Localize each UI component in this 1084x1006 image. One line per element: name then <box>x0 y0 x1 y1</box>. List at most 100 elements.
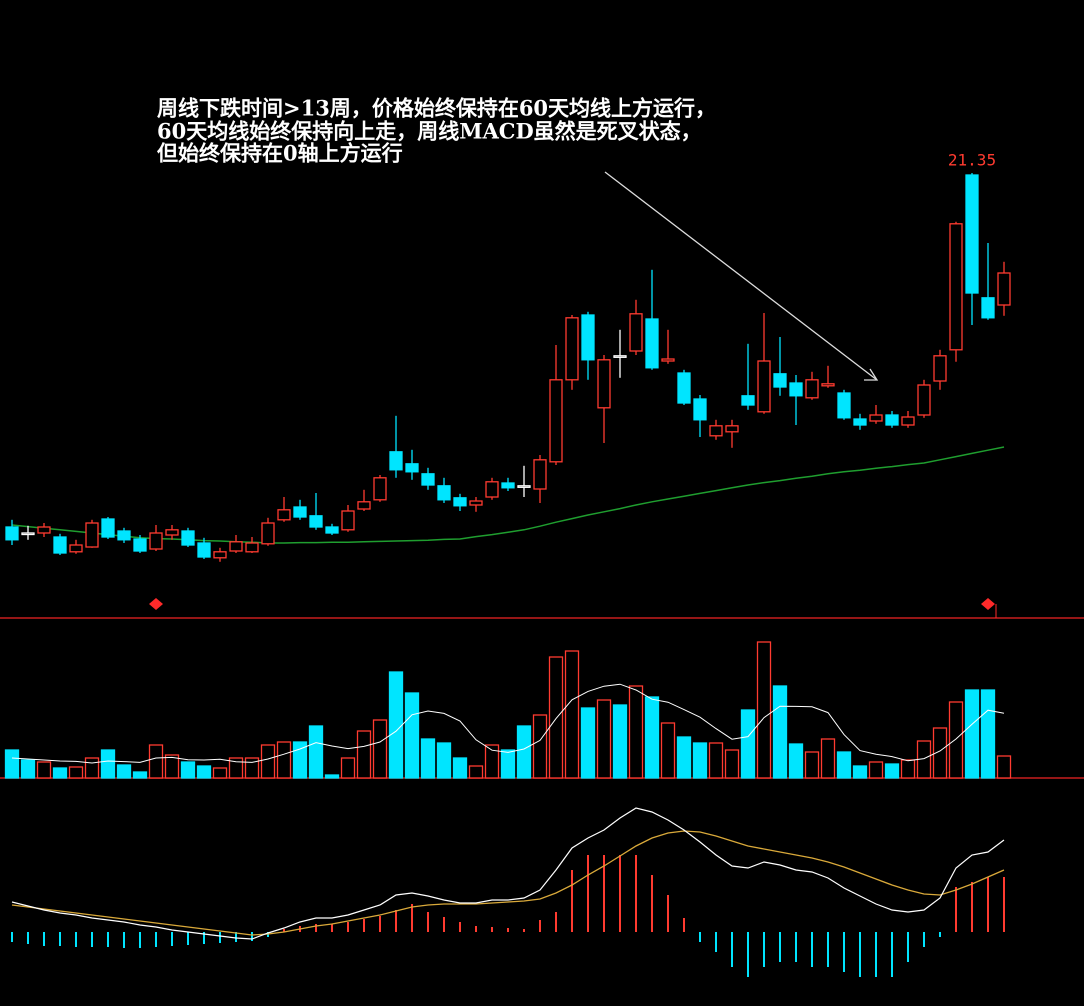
candle-body <box>69 544 83 553</box>
candle-body <box>997 272 1011 306</box>
volume-bar <box>884 763 900 779</box>
candle-body <box>277 509 291 521</box>
volume-bar <box>356 730 372 779</box>
volume-bar <box>676 736 692 779</box>
volume-bar <box>196 765 212 779</box>
candle-body <box>469 500 483 506</box>
volume-bar <box>804 751 820 779</box>
volume-bar <box>452 757 468 779</box>
volume-bar <box>500 749 516 779</box>
volume-bar <box>708 742 724 779</box>
candle-body <box>981 297 995 319</box>
volume-bar <box>388 671 404 779</box>
candle-body <box>565 317 579 381</box>
signal-marker <box>149 598 163 610</box>
candle-body <box>885 414 899 426</box>
volume-bar <box>724 749 740 779</box>
candle-body <box>901 416 915 426</box>
candle-body <box>773 373 787 388</box>
candle-body <box>101 518 115 538</box>
volume-bar <box>164 754 180 779</box>
volume-bar <box>436 742 452 779</box>
volume-bar <box>836 751 852 779</box>
volume-bar <box>212 767 228 779</box>
candle-body <box>341 510 355 531</box>
candle-body <box>5 526 19 541</box>
candle-body <box>21 532 35 536</box>
candle-body <box>853 418 867 426</box>
candle-body <box>805 379 819 399</box>
candle-body <box>181 530 195 546</box>
candle-body <box>949 223 963 351</box>
candle-body <box>789 382 803 397</box>
volume-bar <box>516 725 532 779</box>
candle-body <box>437 485 451 501</box>
signal-marker <box>981 598 995 610</box>
candle-body <box>725 425 739 433</box>
volume-bar <box>996 755 1012 779</box>
volume-bar <box>564 650 580 779</box>
volume-bar <box>644 696 660 779</box>
volume-bar <box>900 759 916 779</box>
volume-bar <box>4 749 20 779</box>
candle-body <box>485 481 499 498</box>
volume-bar <box>180 761 196 779</box>
volume-bar <box>68 766 84 779</box>
volume-bar <box>532 714 548 779</box>
volume-bar <box>276 741 292 779</box>
annotation: 60天均线始终保持向上走，周线MACD虽然是死叉状态， <box>157 119 702 144</box>
volume-bar <box>372 719 388 779</box>
candle-body <box>645 318 659 369</box>
annotation: 但始终保持在0轴上方运行 <box>157 141 403 166</box>
candle-body <box>549 379 563 463</box>
volume-bar <box>308 725 324 779</box>
dif-line <box>11 807 1005 940</box>
volume-bar <box>788 743 804 779</box>
volume-bar <box>228 757 244 779</box>
volume-bar <box>740 709 756 779</box>
candle-body <box>581 314 595 361</box>
volume-bar <box>964 689 980 779</box>
candle-body <box>373 477 387 501</box>
candle-body <box>245 542 259 553</box>
candle-body <box>421 473 435 486</box>
candle-body <box>453 497 467 507</box>
volume-bar <box>756 641 772 779</box>
volume-bar <box>612 704 628 779</box>
candle-body <box>501 482 515 489</box>
volume-bar <box>132 771 148 779</box>
candle-body <box>309 515 323 528</box>
candle-body <box>261 522 275 545</box>
volume-bar <box>932 727 948 779</box>
candle-body <box>597 359 611 409</box>
volume-bar <box>36 761 52 779</box>
volume-bar <box>340 757 356 779</box>
candle-body <box>933 355 947 382</box>
volume-bar <box>868 761 884 779</box>
candle-body <box>917 384 931 416</box>
candle-body <box>869 414 883 422</box>
high-label: 21.35 <box>948 151 996 170</box>
volume-bar <box>628 685 644 779</box>
volume-bar <box>100 749 116 779</box>
volume-bar <box>852 765 868 779</box>
volume-bar <box>820 738 836 779</box>
volume-bar <box>692 742 708 779</box>
candle-body <box>533 459 547 490</box>
candle-body <box>517 485 531 488</box>
candle-body <box>357 501 371 510</box>
candle-body <box>325 526 339 534</box>
volume-bar <box>292 741 308 779</box>
dea-line <box>11 830 1005 936</box>
candle-body <box>85 522 99 548</box>
candle-body <box>213 551 227 559</box>
candle-body <box>117 530 131 541</box>
ma60-line <box>11 446 1005 544</box>
candle-body <box>229 541 243 552</box>
volume-bar <box>20 759 36 779</box>
candle-body <box>741 395 755 406</box>
volume-bar <box>660 722 676 779</box>
volume-bar <box>404 692 420 779</box>
volume-bar <box>484 744 500 779</box>
